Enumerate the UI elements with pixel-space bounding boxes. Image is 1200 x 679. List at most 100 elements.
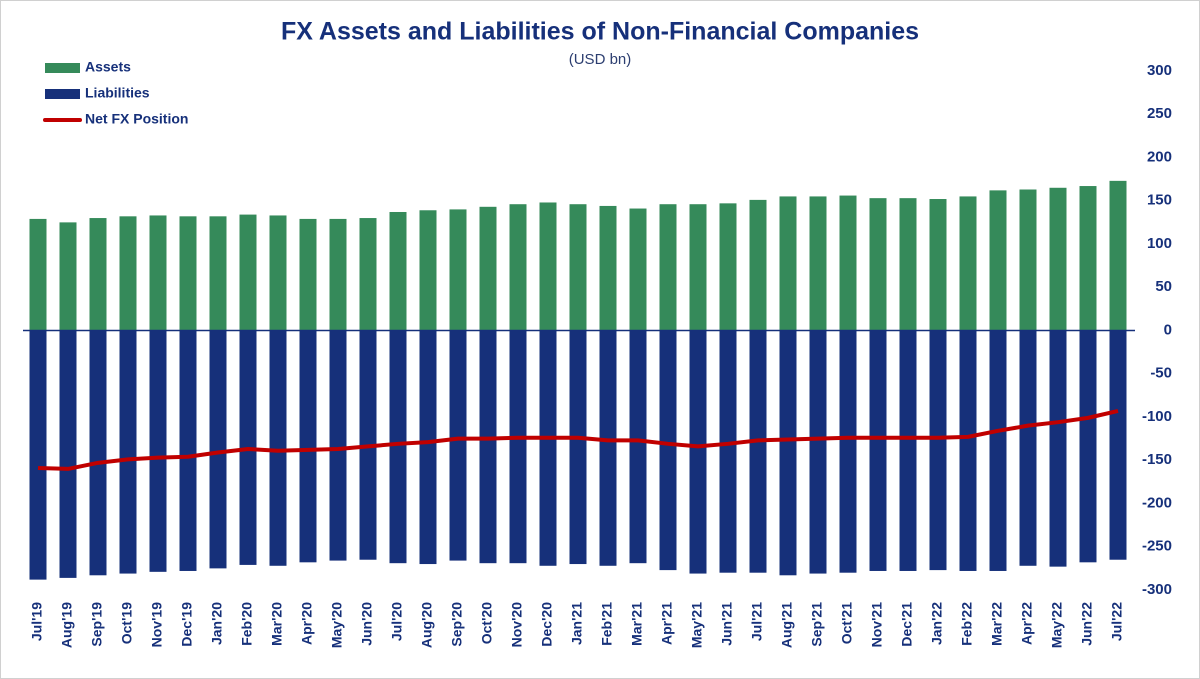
legend-swatch xyxy=(45,89,80,99)
bar xyxy=(359,218,377,331)
bar xyxy=(1049,330,1067,567)
x-tick-label: Jul'19 xyxy=(29,602,45,641)
y-tick-label: 250 xyxy=(1147,105,1172,122)
bar xyxy=(179,330,197,571)
x-tick-label: Apr'22 xyxy=(1019,602,1035,645)
bar xyxy=(1109,330,1127,560)
y-tick-label: 100 xyxy=(1147,235,1172,252)
y-tick-label: -200 xyxy=(1142,494,1172,511)
x-tick-label: Jun'22 xyxy=(1079,602,1095,646)
x-tick-label: Jul'20 xyxy=(389,602,405,641)
chart-title: FX Assets and Liabilities of Non-Financi… xyxy=(281,18,919,46)
x-tick-label: Dec'20 xyxy=(539,602,555,647)
bar xyxy=(689,330,707,574)
bar xyxy=(419,210,437,331)
x-tick-label: Sep'19 xyxy=(89,602,105,647)
x-tick-label: Mar'22 xyxy=(989,602,1005,646)
bar xyxy=(209,330,227,569)
bar xyxy=(569,204,587,331)
x-tick-label: May'20 xyxy=(329,602,345,648)
bar xyxy=(299,218,317,331)
bar xyxy=(839,330,857,573)
bar xyxy=(539,202,557,331)
x-tick-label: Oct'19 xyxy=(119,602,135,644)
bar xyxy=(479,330,497,564)
chart-subtitle: (USD bn) xyxy=(569,51,632,68)
bar xyxy=(689,204,707,331)
x-tick-label: Nov'21 xyxy=(869,602,885,648)
bar xyxy=(179,216,197,331)
bar xyxy=(929,330,947,571)
bar xyxy=(719,203,737,331)
bar xyxy=(929,199,947,331)
bar xyxy=(149,215,167,331)
bar xyxy=(659,330,677,571)
bar xyxy=(539,330,557,566)
bar xyxy=(479,206,497,331)
bar xyxy=(1109,180,1127,331)
bar xyxy=(59,330,77,578)
y-tick-label: 50 xyxy=(1155,278,1172,295)
y-tick-label: 150 xyxy=(1147,192,1172,209)
x-tick-label: Nov'20 xyxy=(509,602,525,648)
bar xyxy=(719,330,737,573)
bar xyxy=(1079,186,1097,331)
x-tick-label: Feb'20 xyxy=(239,602,255,646)
legend-swatch xyxy=(45,63,80,73)
bar xyxy=(29,330,47,580)
bar xyxy=(959,196,977,331)
bar xyxy=(299,330,317,563)
x-tick-label: Jun'21 xyxy=(719,602,735,646)
bar xyxy=(29,218,47,331)
x-tick-label: Oct'20 xyxy=(479,602,495,644)
bar xyxy=(1019,330,1037,566)
bar xyxy=(449,330,467,561)
bar xyxy=(779,330,797,576)
bar xyxy=(89,218,107,331)
legend-label: Net FX Position xyxy=(85,111,188,127)
x-tick-label: Sep'20 xyxy=(449,602,465,647)
x-tick-label: Sep'21 xyxy=(809,602,825,647)
y-tick-label: 0 xyxy=(1164,321,1172,338)
bar xyxy=(389,330,407,564)
bar xyxy=(779,196,797,331)
line xyxy=(37,408,1119,471)
x-tick-label: Jun'20 xyxy=(359,602,375,646)
bar xyxy=(119,330,137,574)
bar xyxy=(599,205,617,331)
bar xyxy=(899,198,917,331)
x-tick-label: Aug'20 xyxy=(419,602,435,648)
legend-label: Liabilities xyxy=(85,85,150,101)
x-tick-label: May'22 xyxy=(1049,602,1065,648)
x-tick-label: Dec'21 xyxy=(899,602,915,647)
x-tick-label: Mar'21 xyxy=(629,602,645,646)
x-tick-label: Aug'19 xyxy=(59,602,75,648)
y-tick-label: -50 xyxy=(1150,365,1172,382)
bar xyxy=(989,190,1007,331)
y-tick-label: -250 xyxy=(1142,538,1172,555)
bar xyxy=(809,330,827,574)
bar xyxy=(869,330,887,571)
bar xyxy=(749,199,767,331)
bar xyxy=(569,330,587,565)
bar xyxy=(809,196,827,331)
x-tick-label: Jan'20 xyxy=(209,602,225,645)
x-tick-label: Mar'20 xyxy=(269,602,285,646)
bar xyxy=(899,330,917,571)
x-tick-label: Jul'21 xyxy=(749,602,765,641)
y-tick-label: -300 xyxy=(1142,581,1172,598)
x-tick-label: Jul'22 xyxy=(1109,602,1125,641)
x-tick-label: Jan'21 xyxy=(569,602,585,645)
x-tick-label: Feb'22 xyxy=(959,602,975,646)
bar xyxy=(269,215,287,331)
bar xyxy=(1079,330,1097,563)
x-tick-label: Nov'19 xyxy=(149,602,165,648)
bar xyxy=(419,330,437,565)
bar xyxy=(329,218,347,331)
bar xyxy=(869,198,887,331)
bar xyxy=(599,330,617,566)
bar xyxy=(239,214,257,331)
x-tick-label: Jan'22 xyxy=(929,602,945,645)
bar xyxy=(509,330,527,564)
